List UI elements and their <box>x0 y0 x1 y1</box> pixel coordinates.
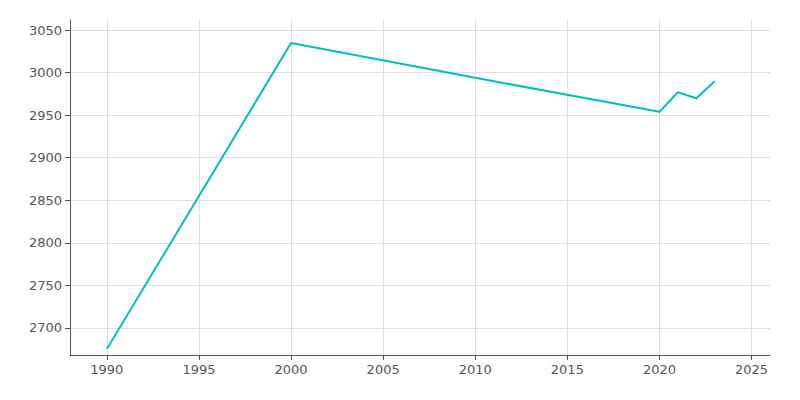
svg-text:2025: 2025 <box>735 362 768 377</box>
svg-text:2800: 2800 <box>29 235 62 250</box>
svg-text:2850: 2850 <box>29 193 62 208</box>
svg-text:2700: 2700 <box>29 320 62 335</box>
svg-text:2000: 2000 <box>275 362 308 377</box>
svg-text:2005: 2005 <box>367 362 400 377</box>
svg-text:3050: 3050 <box>29 23 62 38</box>
svg-text:2900: 2900 <box>29 150 62 165</box>
svg-text:2750: 2750 <box>29 278 62 293</box>
svg-text:2950: 2950 <box>29 108 62 123</box>
svg-text:3000: 3000 <box>29 65 62 80</box>
svg-text:2020: 2020 <box>643 362 676 377</box>
svg-text:2010: 2010 <box>459 362 492 377</box>
svg-text:1990: 1990 <box>90 362 123 377</box>
svg-text:2015: 2015 <box>551 362 584 377</box>
svg-text:1995: 1995 <box>182 362 215 377</box>
